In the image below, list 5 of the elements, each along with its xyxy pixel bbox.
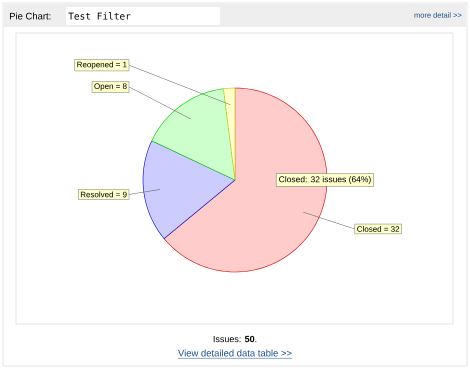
text: View detailed data table >> <box>178 350 292 356</box>
text: Issues: 50. <box>214 336 256 342</box>
text: Closed: 32 issues (64%) <box>279 176 371 184</box>
chart-subtitle: Test Filter <box>68 12 131 20</box>
chart-title: Pie Chart: <box>10 12 50 20</box>
